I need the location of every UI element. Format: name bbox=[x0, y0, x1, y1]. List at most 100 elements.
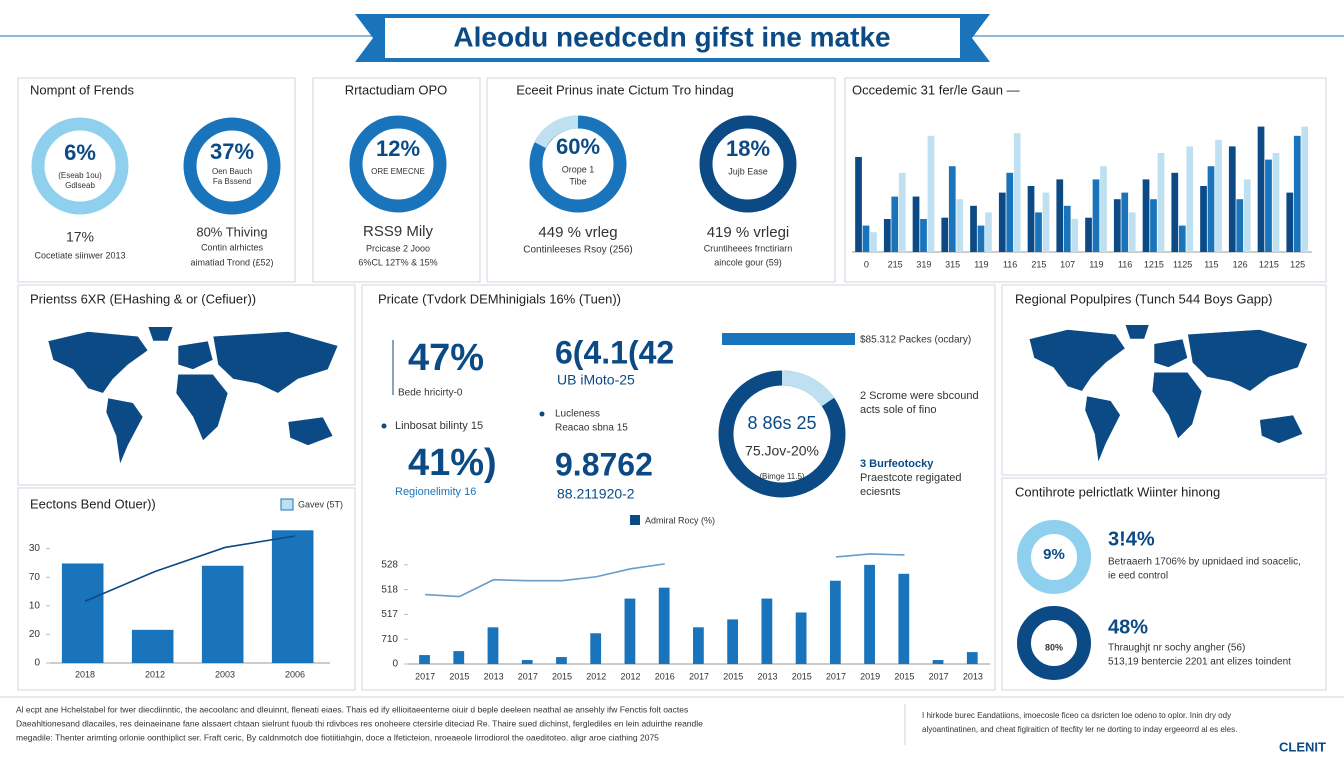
bar bbox=[1243, 179, 1251, 252]
item-caption: 513,19 bentercie 2201 ant elizes toinden… bbox=[1108, 657, 1291, 668]
donut-caption: Oen Bauch bbox=[212, 167, 252, 176]
panel bbox=[17, 487, 356, 691]
bar bbox=[1042, 192, 1050, 252]
bar bbox=[1085, 217, 1092, 252]
bar bbox=[624, 598, 636, 664]
bar bbox=[419, 655, 430, 664]
donut-caption: (Bimge 11.5) bbox=[759, 472, 805, 481]
x-tick-label: 2012 bbox=[586, 671, 606, 681]
panel bbox=[486, 77, 836, 283]
bar bbox=[912, 196, 920, 252]
bar bbox=[1027, 186, 1035, 252]
note: eciesnts bbox=[860, 486, 901, 498]
bar bbox=[864, 564, 875, 664]
x-tick-label: 116 bbox=[1118, 259, 1132, 269]
donut-ring bbox=[349, 115, 447, 213]
donut-value: 80% bbox=[1045, 642, 1063, 652]
x-tick-label: 2013 bbox=[963, 671, 983, 681]
bar bbox=[1092, 179, 1100, 252]
bar bbox=[970, 205, 977, 252]
stat-caption: aincole gour (59) bbox=[714, 257, 782, 267]
panel-heading: Pricate (Tvdork DEMhinigials 16% (Tuen)) bbox=[378, 291, 621, 306]
figure-caption: Regionelimity 16 bbox=[395, 486, 476, 498]
x-tick-label: 315 bbox=[945, 259, 960, 269]
stat-value: 449 % vrleg bbox=[538, 224, 617, 241]
y-tick-label: 0 bbox=[34, 658, 40, 669]
donut-caption: (Eseab 1ou) bbox=[58, 171, 102, 180]
bar bbox=[998, 192, 1006, 252]
donut-ring-accent bbox=[534, 115, 579, 149]
panel bbox=[361, 284, 996, 691]
y-tick-label: 0 bbox=[392, 659, 398, 670]
bar bbox=[1286, 192, 1294, 252]
donut-ring bbox=[31, 117, 129, 215]
x-tick-label: 2013 bbox=[757, 671, 777, 681]
x-tick-label: 0 bbox=[864, 259, 869, 269]
stat-caption: 6%CL 12T% & 15% bbox=[358, 257, 437, 267]
x-tick-label: 2015 bbox=[792, 671, 812, 681]
x-tick-label: 115 bbox=[1204, 259, 1218, 269]
bar bbox=[1257, 126, 1265, 252]
bar bbox=[985, 212, 992, 252]
world-map bbox=[1028, 324, 1308, 463]
bar bbox=[1265, 159, 1272, 252]
bar bbox=[855, 156, 862, 252]
bar bbox=[658, 587, 670, 664]
bar bbox=[977, 225, 985, 252]
donut-caption: 75.Jov-20% bbox=[745, 443, 819, 459]
bar bbox=[927, 135, 935, 252]
label-bar bbox=[722, 333, 855, 345]
legend-label: Gavev (5T) bbox=[298, 499, 343, 509]
bar bbox=[1207, 166, 1215, 252]
x-tick-label: 2017 bbox=[518, 671, 538, 681]
figure-value: 41%) bbox=[408, 442, 497, 484]
figure-caption: Lucleness bbox=[555, 409, 600, 420]
donut-ring bbox=[183, 117, 281, 215]
stat-caption: Contin alrhictes bbox=[201, 242, 264, 252]
x-tick-label: 125 bbox=[1290, 259, 1305, 269]
bar bbox=[521, 660, 533, 664]
banner-plate bbox=[385, 18, 960, 58]
bar bbox=[966, 652, 978, 664]
panel-heading: Nompnt of Frends bbox=[30, 82, 135, 97]
bar bbox=[1121, 192, 1129, 252]
bar bbox=[920, 219, 927, 252]
panel-heading: Contihrote pelrictlatk Wiinter hinong bbox=[1015, 484, 1220, 499]
legend-swatch bbox=[280, 498, 294, 511]
stat-caption: Continleeses Rsoy (256) bbox=[523, 245, 633, 256]
note: Praestcote regigated bbox=[860, 472, 962, 484]
figure-caption: Linbosat bilinty 15 bbox=[395, 420, 483, 432]
figure-value: 6(4.1(42 bbox=[555, 334, 674, 370]
panel bbox=[17, 77, 296, 283]
stat-caption: aimatiad Trond (£52) bbox=[190, 257, 273, 267]
donut-caption: Gdlseab bbox=[65, 181, 95, 190]
bar bbox=[1150, 199, 1157, 252]
legend-swatch bbox=[630, 515, 640, 525]
x-tick-label: 2017 bbox=[929, 671, 949, 681]
bullet bbox=[381, 423, 387, 429]
bar bbox=[1142, 179, 1150, 252]
chart-title: Occedemic 31 fer/le Gaun — bbox=[852, 82, 1020, 97]
item-caption: Thraughjt nr sochy angher (56) bbox=[1108, 643, 1245, 654]
note: 2 Scrome were sbcound bbox=[860, 390, 979, 402]
donut-caption: Jujb Ease bbox=[728, 166, 768, 176]
y-tick-label: 710 bbox=[381, 634, 398, 645]
x-tick-label: 2015 bbox=[894, 671, 914, 681]
item-caption: ie eed control bbox=[1108, 571, 1168, 582]
x-tick-label: 2017 bbox=[689, 671, 709, 681]
stat-value: 419 % vrlegi bbox=[707, 224, 790, 241]
x-tick-label: 2003 bbox=[215, 669, 235, 679]
footer-text: megadile: Thenter arimting orlonie oonth… bbox=[16, 732, 659, 742]
bar bbox=[862, 225, 870, 252]
bar bbox=[1100, 166, 1107, 252]
bar bbox=[556, 657, 567, 664]
y-tick-label: 20 bbox=[29, 629, 41, 640]
donut-caption: ORE EMECNE bbox=[371, 167, 425, 176]
bar bbox=[1071, 219, 1079, 252]
x-tick-label: 2018 bbox=[75, 669, 95, 679]
footer-text: I hirkode burec Eandatiions, imoecosle f… bbox=[922, 711, 1231, 720]
x-tick-label: 2017 bbox=[415, 671, 435, 681]
bar bbox=[271, 530, 314, 663]
y-tick-label: 528 bbox=[381, 560, 398, 571]
figure-caption: Bede hricirty-0 bbox=[398, 388, 463, 399]
